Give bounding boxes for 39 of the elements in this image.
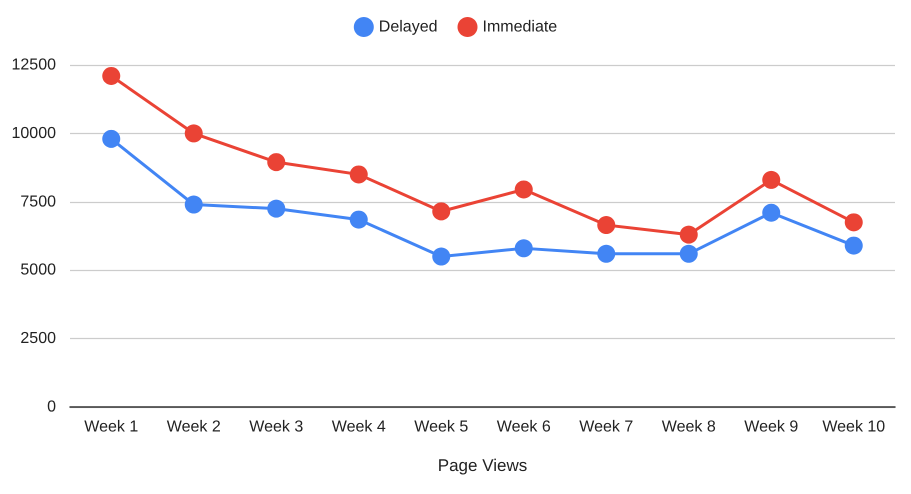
- point: [844, 236, 863, 255]
- x-axis-title: Page Views: [438, 456, 528, 475]
- x-tick-label: Week 1: [84, 418, 138, 436]
- x-tick-label: Week 7: [579, 418, 634, 436]
- y-tick-label: 10000: [12, 124, 56, 142]
- point: [184, 124, 203, 142]
- point: [844, 213, 863, 232]
- point: [514, 239, 533, 258]
- x-tick-label: Week 9: [744, 418, 798, 436]
- point: [514, 180, 533, 198]
- y-tick-label: 5000: [20, 262, 56, 279]
- y-tick-label: 12500: [12, 56, 56, 74]
- point: [184, 196, 203, 214]
- point: [432, 248, 450, 266]
- point: [267, 200, 286, 218]
- x-tick-label: Week 3: [249, 418, 304, 436]
- y-tick-label: 7500: [20, 193, 56, 210]
- point: [267, 153, 286, 172]
- y-tick-label: 0: [47, 398, 56, 416]
- point: [102, 130, 120, 148]
- legend-label: Delayed: [378, 18, 438, 36]
- x-tick-label: Week 6: [496, 418, 551, 436]
- point: [597, 216, 616, 234]
- point: [102, 66, 120, 85]
- x-tick-label: Week 10: [822, 418, 886, 436]
- y-tick-label: 2500: [20, 330, 56, 348]
- point: [762, 170, 780, 189]
- x-tick-label: Week 4: [332, 418, 386, 436]
- point: [597, 244, 616, 263]
- point: [432, 202, 450, 220]
- point: [680, 244, 698, 263]
- legend-label: Immediate: [482, 18, 558, 36]
- point: [350, 210, 368, 229]
- x-tick-label: Week 8: [662, 418, 716, 436]
- point: [762, 204, 780, 222]
- x-tick-label: Week 2: [166, 418, 221, 436]
- point: [680, 226, 698, 244]
- point: [350, 165, 368, 184]
- x-tick-label: Week 5: [414, 418, 468, 436]
